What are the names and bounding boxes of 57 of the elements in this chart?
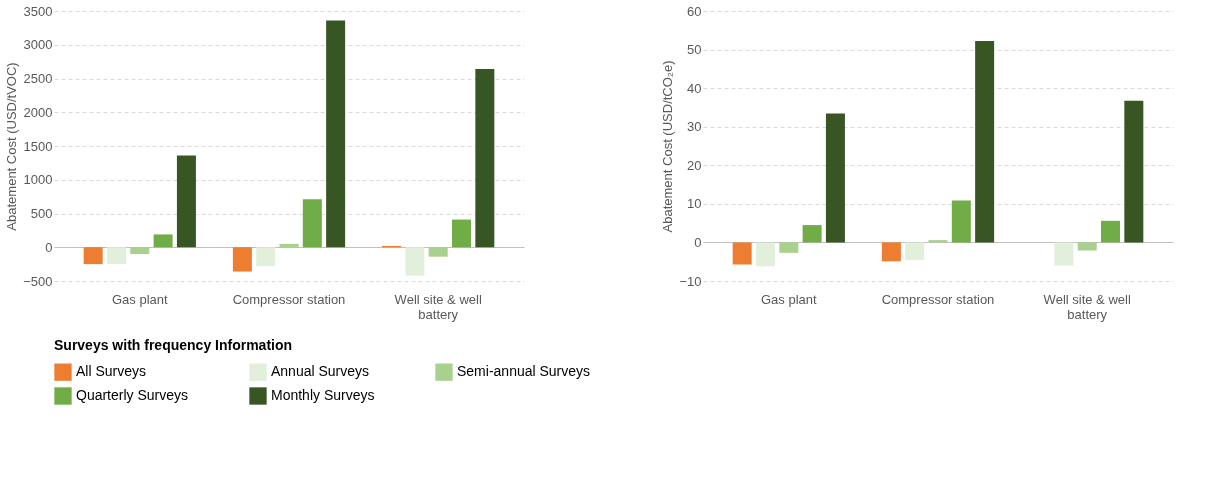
bar [130,247,150,254]
bar [405,247,425,276]
bar [905,242,925,261]
y-tick-label: 0 [45,239,53,255]
bar [881,242,901,262]
y-tick-label: 50 [687,42,702,58]
bar [452,219,472,248]
bar [779,242,799,253]
y-axis-title: Abatement Cost (USD/tCO₂e) [660,60,676,233]
bar [755,242,775,267]
y-tick-label: −10 [679,273,702,289]
bar [428,247,448,257]
bar [326,20,346,248]
legend-label: Semi-annual Surveys [457,363,591,380]
y-tick-label: 2500 [23,71,53,86]
bar [1054,242,1074,266]
legend-title: Surveys with frequency Information [54,337,293,353]
bar [1101,220,1121,243]
bar [1077,242,1097,251]
y-tick-label: 60 [687,3,702,19]
bar [176,155,196,248]
bar [83,247,103,265]
bar [475,69,495,248]
y-tick-label: 500 [30,206,53,221]
bar [825,113,845,243]
bar [106,247,126,265]
bar [1124,100,1144,243]
bar [802,225,822,243]
x-tick-label: Gas plant [111,291,168,307]
y-tick-label: 3500 [23,3,53,19]
legend-label: Quarterly Surveys [76,387,189,403]
legend-label: Annual Surveys [271,363,370,380]
legend-label: All Surveys [76,363,147,380]
y-tick-label: 3000 [23,37,53,53]
x-tick-label: Compressor station [232,291,346,307]
x-tick-label: Well site & well battery [1043,291,1131,322]
y-tick-label: 20 [687,157,702,173]
y-tick-label: 1500 [23,138,53,154]
bar [951,200,971,243]
y-tick-label: 2000 [23,104,53,120]
bar [232,247,252,272]
y-tick-label: 40 [687,80,702,96]
bar [153,234,173,248]
y-tick-label: 0 [694,234,702,250]
bar [975,41,995,243]
bar [732,242,752,265]
x-tick-label: Gas plant [760,291,817,307]
legend-label: Monthly Surveys [271,387,375,403]
y-tick-label: −500 [23,273,53,289]
y-tick-label: 1000 [23,172,53,188]
x-tick-label: Compressor station [881,291,995,307]
bar [302,199,322,248]
x-tick-label: Well site & well battery [394,291,482,322]
y-tick-label: 30 [687,119,702,135]
y-tick-label: 10 [687,196,702,212]
bar [256,247,276,267]
y-axis-title: Abatement Cost (USD/tVOC) [4,62,20,231]
